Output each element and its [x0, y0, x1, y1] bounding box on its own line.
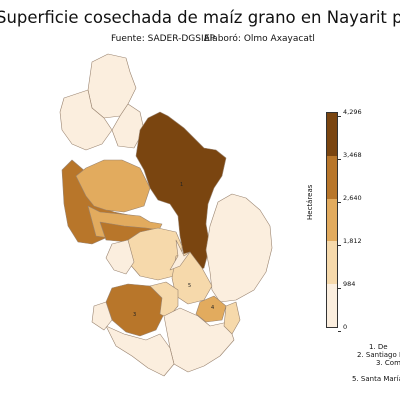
map-label-3: 3 [133, 312, 136, 318]
colorbar-tick-5: 0 [337, 323, 347, 335]
colorbar [326, 112, 338, 328]
colorbar-tick-2: 2,640 [338, 194, 362, 206]
legend-entry-1: 1. De [369, 343, 388, 351]
map-label-4: 4 [211, 305, 214, 311]
municipio-sur [163, 307, 235, 373]
map-label-1: 1 [180, 182, 183, 188]
colorbar-tick-1: 3,468 [338, 151, 362, 163]
colorbar-segment-3 [327, 198, 337, 242]
municipio-4 [195, 295, 227, 323]
municipio-costa-sur [91, 301, 113, 331]
map-title: Superficie cosechada de maíz grano en Na… [0, 8, 400, 27]
colorbar-label: Hectáreas [306, 184, 314, 220]
author-note: Elaboró: Olmo Axayacatl [204, 34, 315, 44]
legend-entry-3: 3. Comp [376, 359, 400, 367]
municipio-sureste [223, 301, 241, 335]
municipio-oeste-pequeno [105, 239, 135, 275]
colorbar-tick-0: 4,296 [338, 108, 362, 120]
municipio-centro-oeste [75, 159, 151, 213]
municipio-suroeste [105, 325, 175, 377]
municipio-noroeste [59, 89, 113, 151]
map-label-5: 5 [188, 283, 191, 289]
legend-entry-5: 5. Santa María [352, 375, 400, 383]
municipio-centro-sur [169, 239, 191, 271]
colorbar-segment-2 [327, 155, 337, 199]
colorbar-segment-5 [327, 284, 337, 327]
legend-entry-2: 2. Santiago Ix [357, 351, 400, 359]
colorbar-segment-1 [327, 113, 337, 156]
source-note: Fuente: SADER-DGSIAP [111, 34, 216, 44]
municipio-1 [135, 111, 227, 273]
colorbar-tick-3: 1,812 [338, 237, 362, 249]
municipio-este [205, 193, 273, 303]
colorbar-tick-4: 984 [337, 280, 355, 292]
municipio-3 [105, 283, 165, 337]
colorbar-segment-4 [327, 241, 337, 285]
